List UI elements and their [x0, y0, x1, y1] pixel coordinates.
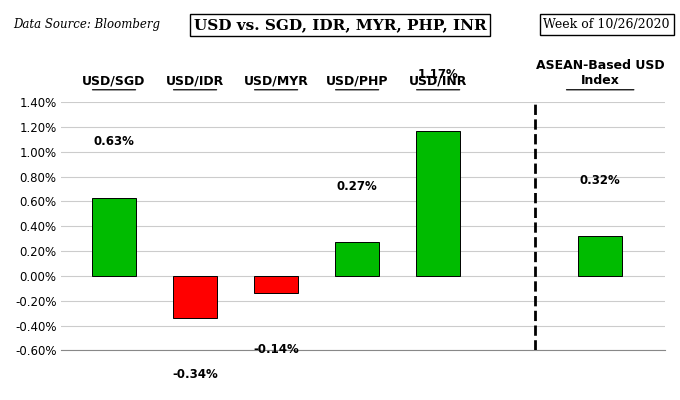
Text: 1.17%: 1.17%	[418, 68, 458, 81]
Text: ASEAN-Based USD
Index: ASEAN-Based USD Index	[536, 59, 664, 87]
Text: USD/MYR: USD/MYR	[243, 74, 309, 87]
Bar	[173, 276, 218, 318]
Bar	[92, 198, 136, 276]
Text: USD/SGD: USD/SGD	[82, 74, 146, 87]
Bar	[254, 276, 299, 293]
Text: Data Source: Bloomberg: Data Source: Bloomberg	[14, 18, 160, 31]
Text: 0.63%: 0.63%	[94, 135, 135, 148]
Text: USD/PHP: USD/PHP	[326, 74, 388, 87]
Text: USD/IDR: USD/IDR	[166, 74, 224, 87]
Bar	[335, 242, 379, 276]
Text: Week of 10/26/2020: Week of 10/26/2020	[543, 18, 670, 31]
Text: -0.34%: -0.34%	[172, 368, 218, 381]
Text: USD vs. SGD, IDR, MYR, PHP, INR: USD vs. SGD, IDR, MYR, PHP, INR	[194, 18, 486, 32]
Text: 0.32%: 0.32%	[580, 174, 621, 186]
Bar	[416, 131, 460, 276]
Text: USD/INR: USD/INR	[409, 74, 467, 87]
Text: 0.27%: 0.27%	[337, 180, 377, 193]
Bar	[578, 236, 622, 276]
Text: -0.14%: -0.14%	[253, 343, 299, 356]
